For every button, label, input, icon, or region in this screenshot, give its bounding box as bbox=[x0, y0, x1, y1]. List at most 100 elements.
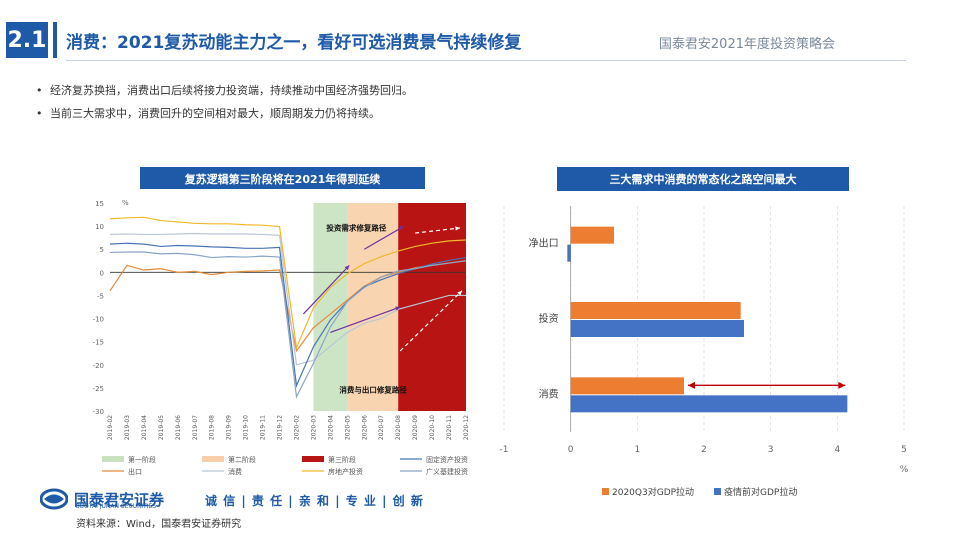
category-label: 净出口 bbox=[529, 237, 559, 250]
x-tick-label: 2 bbox=[701, 445, 707, 455]
x-tick-label: 2020-11 bbox=[446, 415, 453, 440]
x-tick-label: 2019-02 bbox=[107, 415, 114, 440]
x-tick-label: 2019-10 bbox=[243, 415, 250, 440]
legend-label: 疫情前对GDP拉动 bbox=[724, 486, 797, 498]
legend-label: 消费 bbox=[228, 467, 242, 476]
line-chart: 15 10 5 0 -5 -10 -15 -20 -25 -30% 2019-02 2019-03 20… bbox=[93, 199, 470, 476]
x-tick-label: 2020-02 bbox=[293, 415, 300, 440]
x-tick-label: 2019-05 bbox=[158, 415, 165, 440]
series-line-房地产投资 bbox=[109, 216, 467, 350]
legend-label: 出口 bbox=[128, 467, 142, 476]
logo-text: 国泰君安证券 bbox=[74, 490, 165, 509]
x-tick-label: -1 bbox=[500, 445, 509, 455]
bar-2020Q3对GDP拉动 bbox=[570, 377, 684, 395]
y-tick-label: -5 bbox=[97, 292, 104, 300]
right-chart-title: 三大需求中消费的常态化之路空间最大 bbox=[557, 167, 849, 191]
bar-疫情前对GDP拉动 bbox=[567, 244, 571, 262]
bar-疫情前对GDP拉动 bbox=[570, 395, 848, 413]
y-tick-label: 0 bbox=[100, 269, 104, 277]
bullet-item: • 经济复苏换挡，消费出口后续将接力投资端，持续推动中国经济强势回归。 bbox=[36, 84, 413, 97]
event-title: 国泰君安2021年度投资策略会 bbox=[658, 37, 835, 52]
x-tick-label: 2019-03 bbox=[124, 415, 131, 440]
x-unit-label: % bbox=[900, 465, 909, 475]
y-tick-label: -30 bbox=[93, 408, 104, 416]
series-line-广义基建投资 bbox=[109, 251, 467, 399]
y-tick-label: 15 bbox=[95, 200, 104, 208]
category-label: 消费 bbox=[539, 387, 559, 400]
left-chart-panel: 15 10 5 0 -5 -10 -15 -20 -25 -30% 2019-02 2019-03 20… bbox=[84, 189, 477, 487]
invest-arrow-3 bbox=[415, 227, 461, 234]
bar-2020Q3对GDP拉动 bbox=[570, 226, 614, 244]
x-tick-label: 2020-10 bbox=[429, 415, 436, 440]
legend-label: 2020Q3对GDP拉动 bbox=[612, 486, 694, 498]
header-divider bbox=[66, 60, 906, 61]
bar-疫情前对GDP拉动 bbox=[570, 320, 744, 337]
x-tick-label: 3 bbox=[768, 445, 774, 455]
section-number: 2.1 bbox=[6, 22, 48, 58]
x-tick-label: 2020-12 bbox=[463, 415, 470, 440]
gap-arrow-head-right bbox=[838, 381, 846, 389]
legend-swatch bbox=[102, 456, 124, 462]
invest-arrow-2 bbox=[363, 225, 405, 250]
x-tick-label: 1 bbox=[634, 445, 640, 455]
y-unit-label: % bbox=[122, 199, 129, 207]
slide-title: 消费：2021复苏动能主力之一，看好可选消费景气持续修复 bbox=[66, 33, 522, 53]
x-tick-label: 4 bbox=[834, 445, 840, 455]
x-tick-label: 2020-09 bbox=[412, 415, 419, 440]
x-tick-label: 2020-05 bbox=[344, 415, 351, 440]
y-tick-label: -10 bbox=[93, 316, 104, 324]
x-tick-label: 2019-09 bbox=[226, 415, 233, 440]
invest-arrow-1 bbox=[302, 264, 350, 315]
data-source: 资料来源：Wind，国泰君安证券研究 bbox=[76, 519, 242, 530]
gap-arrow-head-left bbox=[688, 381, 695, 389]
y-tick-label: 5 bbox=[100, 246, 104, 254]
legend-swatch bbox=[714, 488, 721, 495]
invest-arrow-1-head bbox=[344, 265, 350, 271]
x-tick-label: 2019-06 bbox=[175, 415, 182, 440]
y-tick-label: 10 bbox=[95, 223, 104, 231]
bullet-list: • 经济复苏换挡，消费出口后续将接力投资端，持续推动中国经济强势回归。 • 当前三大… bbox=[36, 82, 413, 128]
y-tick-label: -20 bbox=[93, 362, 104, 370]
x-tick-label: 2019-08 bbox=[209, 415, 216, 440]
x-tick-label: 2020-08 bbox=[395, 415, 402, 440]
phase-band bbox=[398, 203, 466, 411]
y-tick-label: -25 bbox=[93, 385, 104, 393]
annotation-consume: 消费与出口修复路径 bbox=[339, 385, 407, 395]
series-line-消费 bbox=[109, 232, 466, 366]
legend-label: 第二阶段 bbox=[228, 455, 256, 464]
consume-arrow-2-head bbox=[457, 290, 462, 296]
consume-arrow-2 bbox=[399, 290, 463, 352]
legend-label: 广义基建投资 bbox=[426, 467, 468, 476]
bar-2020Q3对GDP拉动 bbox=[570, 302, 741, 319]
x-tick-label: 2019-11 bbox=[260, 415, 267, 440]
x-tick-label: 0 bbox=[568, 445, 574, 455]
x-tick-label: 2020-07 bbox=[378, 415, 385, 440]
company-logo: 国泰君安证券 bbox=[39, 488, 165, 510]
legend-label: 固定资产投资 bbox=[426, 455, 468, 464]
bullet-item: • 当前三大需求中，消费回升的空间相对最大，顺周期发力仍将持续。 bbox=[36, 107, 380, 120]
invest-arrow-3-head bbox=[455, 226, 460, 231]
company-slogan: 诚 信 | 责 任 | 亲 和 | 专 业 | 创 新 bbox=[205, 494, 424, 508]
x-tick-label: 2020-03 bbox=[310, 415, 317, 440]
slide-header: 2.1 消费：2021复苏动能主力之一，看好可选消费景气持续修复 国泰君安202… bbox=[0, 0, 960, 70]
series-line-固定资产投资 bbox=[109, 242, 467, 388]
x-tick-label: 2020-04 bbox=[327, 415, 334, 440]
legend-label: 第一阶段 bbox=[128, 455, 156, 464]
right-chart-panel: -1 0 1 2 3 4 5% 净出口投资消费 2020Q3对GDP拉动 疫情前对GDP拉动 bbox=[494, 192, 922, 510]
category-label: 投资 bbox=[539, 312, 559, 325]
logo-subtext: GUOTAI JUNAN SECURITIES bbox=[75, 503, 157, 510]
y-tick-label: -15 bbox=[93, 339, 104, 347]
x-tick-label: 2020-06 bbox=[361, 415, 368, 440]
invest-arrow-2-head bbox=[399, 226, 405, 231]
legend-swatch bbox=[602, 488, 609, 495]
consume-arrow-1-head bbox=[395, 306, 401, 311]
title-accent-bar bbox=[53, 22, 57, 58]
consume-arrow-1 bbox=[330, 306, 401, 333]
annotation-invest: 投资需求修复路径 bbox=[326, 223, 386, 233]
left-chart-title: 复苏逻辑第三阶段将在2021年得到延续 bbox=[140, 167, 425, 191]
x-tick-label: 2019-04 bbox=[141, 415, 148, 440]
legend-label: 房地产投资 bbox=[328, 467, 363, 476]
x-tick-label: 5 bbox=[901, 445, 907, 455]
legend-swatch bbox=[202, 456, 224, 462]
